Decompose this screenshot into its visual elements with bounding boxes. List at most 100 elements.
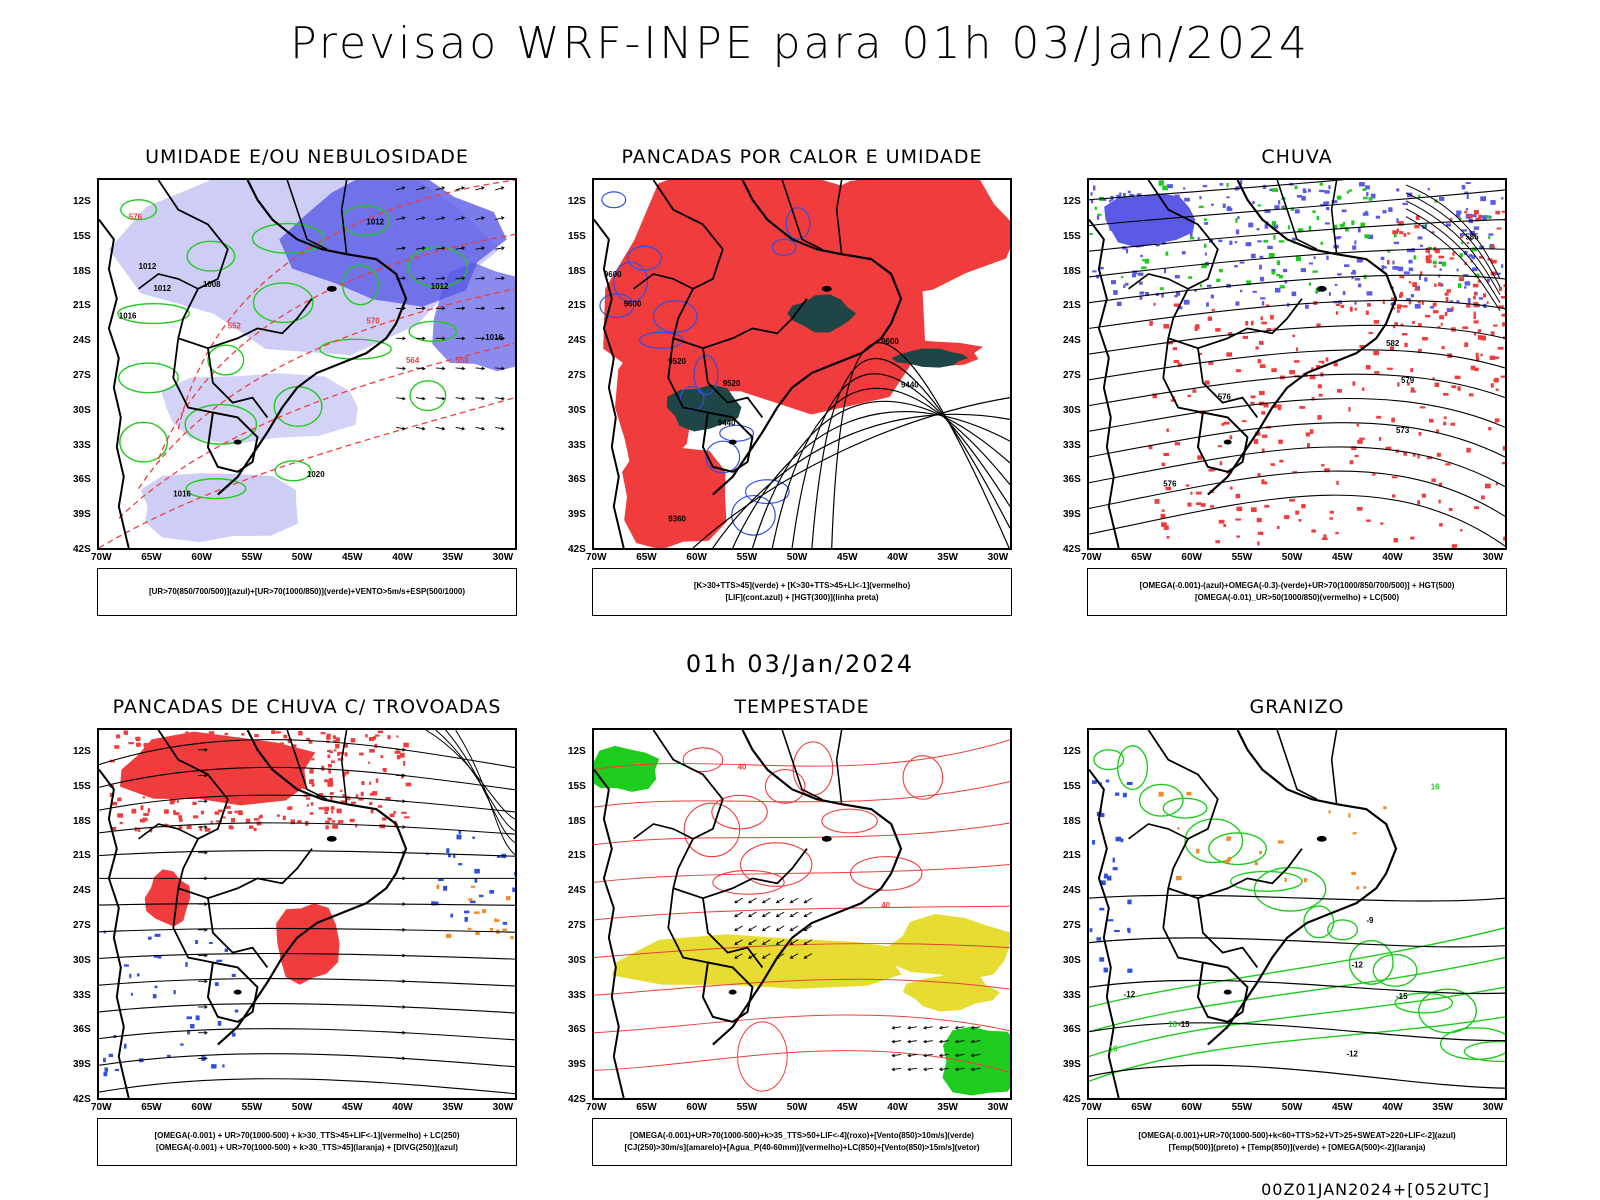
divergence-blue-area (148, 936, 152, 940)
contour-label: 16 (1168, 1020, 1177, 1029)
state-border (1167, 298, 1303, 350)
precip-red-area (1498, 286, 1502, 292)
precip-red-area (1431, 478, 1436, 483)
precip-red-area (1407, 382, 1410, 386)
ascent-blue-area (1464, 191, 1469, 194)
precip-red-area (1241, 420, 1247, 423)
wind-vector-head (803, 955, 808, 959)
thunderstorm-red-area (368, 761, 371, 764)
divergence-blue-area (108, 1053, 114, 1058)
wind-vector (415, 217, 425, 221)
thunderstorm-red-area (324, 779, 330, 783)
humidity-low-contour (251, 222, 325, 254)
streamline-850 (594, 822, 1010, 846)
wind-vector (804, 939, 813, 945)
precip-red-area (1408, 281, 1412, 284)
precip-red-area (1451, 306, 1454, 312)
jet-core-area (611, 934, 914, 989)
thunderstorm-red-area (173, 812, 180, 816)
precip-red-area (1480, 335, 1486, 341)
humidity-low-contour (409, 380, 447, 412)
lat-tick-label: 36S (1063, 1024, 1081, 1036)
thunderstorm-red-area (298, 730, 303, 736)
lat-tick-label: 42S (568, 1094, 586, 1105)
thunderstorm-red-area (306, 804, 309, 807)
temp-850-contour (1089, 956, 1505, 1033)
divergence-blue-area (431, 901, 436, 906)
precip-red-area (1433, 265, 1437, 268)
humidity-low-contour (120, 199, 158, 221)
ascent-blue-area (1184, 197, 1190, 202)
divergence-blue-area (470, 900, 476, 904)
wind-vector (475, 247, 485, 250)
ascent-blue-area (1449, 300, 1454, 303)
lat-tick-label: 30S (1063, 954, 1081, 966)
precip-red-area (1446, 289, 1451, 293)
ascent-blue-area (1406, 298, 1411, 301)
divergence-blue-area (447, 853, 451, 858)
thunderstorm-red-area (178, 815, 183, 820)
ascent-blue-area (1486, 278, 1490, 283)
ascent-blue-area (1302, 190, 1307, 194)
state-border (1147, 180, 1219, 339)
ascent-green-area (1363, 196, 1368, 200)
precip-red-area (1223, 523, 1227, 528)
precip-red-area (1451, 544, 1457, 548)
precip-red-area (1422, 336, 1428, 341)
ascent-blue-area (1342, 290, 1346, 296)
thunderstorm-red-area (369, 801, 373, 806)
precip-red-area (1336, 389, 1342, 393)
streamline-250 (99, 1078, 515, 1095)
ascent-blue-area (1264, 224, 1269, 229)
wind-vector-head (923, 1039, 927, 1044)
precip-red-area (1473, 209, 1479, 215)
legend-box: [OMEGA(-0.001)+UR>70(1000-500)+k>35_TTS>… (592, 1118, 1012, 1166)
precip-red-area (1307, 443, 1310, 448)
thunderstorm-red-area (311, 782, 315, 787)
wind-vector (790, 911, 799, 917)
contour-label: 9600 (604, 270, 622, 279)
lon-tick-label: 40W (392, 552, 413, 563)
omega-orange-area (1356, 886, 1360, 890)
andes-border (1089, 768, 1120, 1098)
divergence-blue-area (458, 863, 463, 866)
precip-red-area (1366, 519, 1371, 522)
precip-red-area (1195, 324, 1200, 330)
panel-title: PANCADAS DE CHUVA C/ TROVOADAS (112, 696, 502, 718)
ascent-blue-area (1439, 268, 1442, 271)
ascent-blue-area (1206, 284, 1212, 288)
thunderstorm-red-area (331, 810, 334, 814)
precip-red-area (1329, 510, 1335, 514)
panel-title: UMIDADE E/OU NEBULOSIDADE (145, 146, 469, 168)
contour-label: 1012 (431, 282, 449, 291)
wind-vector-head (461, 426, 466, 431)
wind-vector-head (734, 941, 738, 945)
precip-red-area (1172, 347, 1178, 351)
precip-red-area (1449, 257, 1455, 260)
wind-vector (415, 277, 425, 280)
stream-arrow-head (402, 1056, 406, 1061)
instability-orange-area (506, 895, 511, 901)
ascent-blue-area (1260, 297, 1266, 300)
humidity-low-contour (184, 403, 258, 445)
wind-vector (435, 217, 445, 221)
ascent-blue-area (1155, 244, 1160, 247)
thunderstorm-red-area (123, 730, 129, 735)
precip-red-area (1473, 320, 1479, 324)
wind-vector-head (441, 246, 446, 251)
thunderstorm-red-area (214, 811, 220, 815)
precip-red-area (1439, 523, 1443, 527)
instability-orange-area (482, 909, 487, 914)
ascent-blue-area (1308, 262, 1314, 265)
wind-vector (396, 187, 405, 191)
ascent-blue-area (1354, 240, 1357, 245)
legend-line: [K>30+TTS>45](verde) + [K>30+TTS>45+LI<-… (693, 581, 911, 590)
contour-label: 9520 (723, 379, 741, 388)
state-border (835, 730, 843, 805)
lon-tick-label: 60W (1181, 552, 1202, 563)
precip-red-area (1394, 322, 1399, 326)
precip-red-area (1417, 500, 1421, 505)
precip-red-area (1432, 377, 1435, 380)
thunderstorm-red-area (245, 818, 251, 824)
ascent-blue-area (1294, 209, 1300, 214)
